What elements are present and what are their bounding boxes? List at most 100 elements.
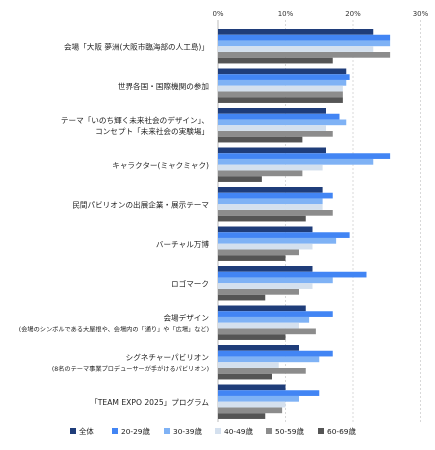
bar-8-2 [218, 356, 320, 363]
bar-9-3 [218, 401, 286, 408]
legend-item: 30-39歳 [164, 427, 202, 436]
legend-label: 40-49歳 [224, 427, 253, 436]
bar-8-3 [218, 362, 279, 368]
bar-5-0 [218, 226, 313, 233]
bar-6-5 [218, 294, 266, 301]
bar-2-0 [218, 108, 326, 114]
category-label: バーチャル万博 [156, 239, 209, 249]
bar-6-3 [218, 283, 313, 289]
bar-7-1 [218, 311, 333, 317]
category-label: 会場「大阪 夢洲(大阪市臨海部の人工島)」 [64, 41, 209, 51]
legend-swatch [318, 428, 324, 434]
bar-1-3 [218, 85, 343, 92]
bar-2-4 [218, 131, 333, 137]
legend-swatch [215, 428, 221, 434]
bar-4-3 [218, 204, 323, 210]
bar-2-3 [218, 125, 326, 131]
bar-5-1 [218, 232, 350, 238]
bar-5-5 [218, 255, 286, 261]
bar-4-5 [218, 215, 306, 222]
bar-group [218, 266, 367, 301]
bar-0-4 [218, 52, 391, 58]
category-label: 会場デザイン [163, 312, 209, 322]
bar-group [218, 226, 350, 261]
legend-item: 60-69歳 [318, 427, 356, 436]
bar-4-1 [218, 192, 333, 199]
bar-0-3 [218, 46, 374, 52]
category-label: コンセプト「未来社会の実験場」 [95, 126, 209, 136]
legend-swatch [164, 428, 170, 434]
bar-7-3 [218, 322, 299, 329]
bar-8-0 [218, 345, 299, 351]
bar-1-4 [218, 91, 343, 98]
bar-4-4 [218, 210, 333, 216]
bar-7-4 [218, 328, 316, 335]
x-axis-ticks: 0% 10% 20% 30% [212, 10, 428, 18]
bar-3-5 [218, 176, 262, 182]
bar-3-4 [218, 170, 303, 177]
bar-9-1 [218, 390, 320, 396]
bar-1-2 [218, 80, 347, 86]
bar-6-4 [218, 289, 299, 295]
bar-5-4 [218, 249, 299, 256]
legend-label: 20-29歳 [121, 427, 150, 436]
bar-0-5 [218, 57, 333, 64]
bar-7-2 [218, 317, 310, 323]
bar-3-0 [218, 147, 326, 154]
x-tick-label: 30% [413, 10, 429, 18]
category-label: ロゴマーク [171, 278, 209, 288]
legend-item: 全体 [70, 427, 94, 436]
bar-6-1 [218, 271, 367, 278]
legend: 全体 20-29歳 30-39歳 40-49歳 50-59歳 60-69歳 [70, 427, 356, 436]
legend-item: 40-49歳 [215, 427, 253, 436]
legend-swatch [112, 428, 118, 434]
legend-label: 50-59歳 [275, 427, 304, 436]
bar-2-5 [218, 136, 303, 143]
category-label: シグネチャーパビリオン [126, 352, 209, 362]
bar-0-1 [218, 34, 391, 41]
bar-5-3 [218, 243, 313, 250]
bar-4-0 [218, 187, 323, 193]
bar-group [218, 384, 320, 419]
bar-0-2 [218, 40, 391, 47]
bar-9-2 [218, 396, 299, 402]
bar-6-2 [218, 277, 333, 284]
bar-3-1 [218, 153, 391, 159]
x-tick-label: 10% [278, 10, 294, 18]
legend-label: 60-69歳 [327, 427, 356, 436]
legend-label: 30-39歳 [173, 427, 202, 436]
category-label: キャラクター(ミャクミャク) [112, 161, 209, 170]
bar-group [218, 345, 333, 380]
bar-7-0 [218, 305, 306, 312]
category-label: (会場のシンボルである大屋根や、会場内の「通り」や「広場」など) [19, 325, 209, 333]
bar-2-1 [218, 113, 340, 120]
bar-4-2 [218, 198, 323, 205]
bar-9-5 [218, 413, 266, 419]
bar-group [218, 187, 333, 222]
bar-0-0 [218, 29, 374, 35]
bar-group [218, 68, 350, 103]
bar-7-5 [218, 334, 286, 340]
bar-1-1 [218, 74, 350, 80]
bar-8-1 [218, 350, 333, 357]
category-labels: 会場「大阪 夢洲(大阪市臨海部の人工島)」世界各国・国際機関の参加テーマ「いのち… [19, 41, 210, 407]
bar-3-3 [218, 164, 323, 171]
category-label: 民間パビリオンの出展企業・展示テーマ [72, 199, 209, 209]
legend-swatch [70, 428, 76, 434]
bar-9-4 [218, 407, 283, 414]
x-tick-label: 0% [212, 10, 223, 18]
legend-item: 50-59歳 [266, 427, 304, 436]
bar-group [218, 29, 391, 64]
bar-group [218, 305, 333, 340]
bar-6-0 [218, 266, 313, 272]
bar-group [218, 147, 391, 182]
bar-1-0 [218, 68, 347, 75]
bar-1-5 [218, 97, 343, 103]
bar-2-2 [218, 119, 347, 126]
category-label: 世界各国・国際機関の参加 [118, 81, 209, 91]
category-label: 「TEAM EXPO 2025」プログラム [90, 397, 209, 407]
legend-item: 20-29歳 [112, 427, 150, 436]
bar-groups [218, 29, 391, 419]
bar-8-5 [218, 373, 272, 380]
